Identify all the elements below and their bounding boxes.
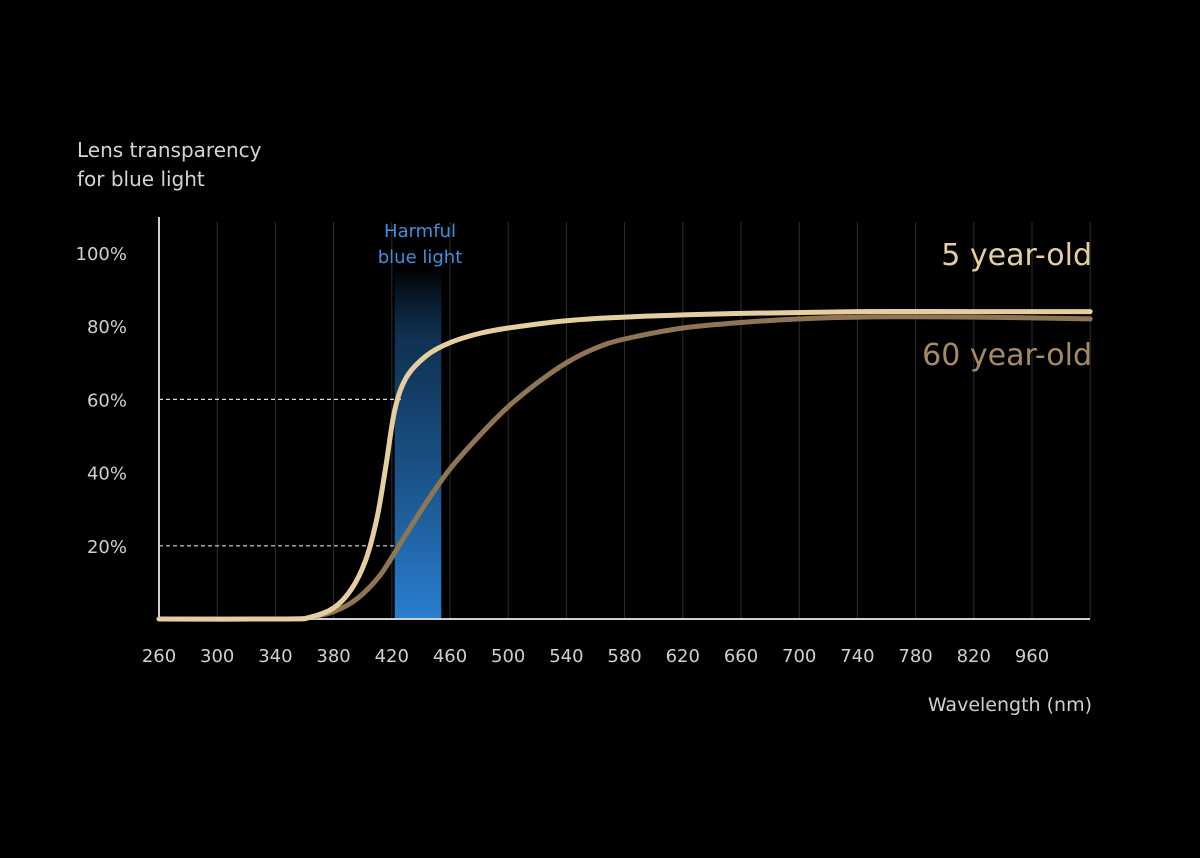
x-axis-title: Wavelength (nm): [927, 694, 1092, 716]
x-tick-label: 960: [1015, 646, 1049, 667]
x-tick-label: 660: [724, 646, 758, 667]
y-axis-title-line-1: Lens transparency: [77, 138, 262, 162]
y-axis-title: Lens transparency for blue light: [77, 136, 262, 194]
harmful-blue-light-label: Harmful blue light: [360, 219, 480, 271]
series-line-60-year-old: [156, 314, 1093, 622]
harmful-blue-light-band: [394, 270, 442, 619]
reference-lines: [159, 398, 404, 547]
legend-60-year-old: 60 year-old: [922, 338, 1092, 373]
band-label-line-1: Harmful: [384, 221, 456, 242]
x-tick-label: 540: [549, 646, 583, 667]
legend-5-year-old: 5 year-old: [941, 238, 1092, 273]
y-tick-label: 60%: [87, 390, 127, 411]
y-tick-labels: 100% 80% 60% 40% 20%: [76, 244, 127, 558]
x-tick-label: 420: [375, 646, 409, 667]
series-line-5-year-old: [156, 308, 1093, 622]
y-axis-title-line-2: for blue light: [77, 167, 205, 191]
y-tick-label: 20%: [87, 537, 127, 558]
y-tick-label: 100%: [76, 244, 127, 265]
y-tick-label: 40%: [87, 464, 127, 485]
axes: [158, 217, 1090, 620]
x-tick-label: 780: [898, 646, 932, 667]
x-tick-label: 740: [840, 646, 874, 667]
x-tick-labels: 260 300 340 380 420 460 500 540 580 620 660 700 740 7…: [142, 646, 1049, 667]
y-tick-label: 80%: [87, 317, 127, 338]
band-label-line-2: blue light: [377, 247, 463, 268]
x-tick-label: 620: [666, 646, 700, 667]
x-tick-label: 340: [258, 646, 292, 667]
x-tick-label: 460: [433, 646, 467, 667]
x-tick-label: 820: [957, 646, 991, 667]
grid-lines: [216, 222, 1091, 619]
x-tick-label: 700: [782, 646, 816, 667]
x-tick-label: 380: [316, 646, 350, 667]
x-tick-label: 260: [142, 646, 176, 667]
series-lines: [156, 308, 1093, 622]
x-tick-label: 500: [491, 646, 525, 667]
x-tick-label: 300: [200, 646, 234, 667]
x-tick-label: 580: [607, 646, 641, 667]
